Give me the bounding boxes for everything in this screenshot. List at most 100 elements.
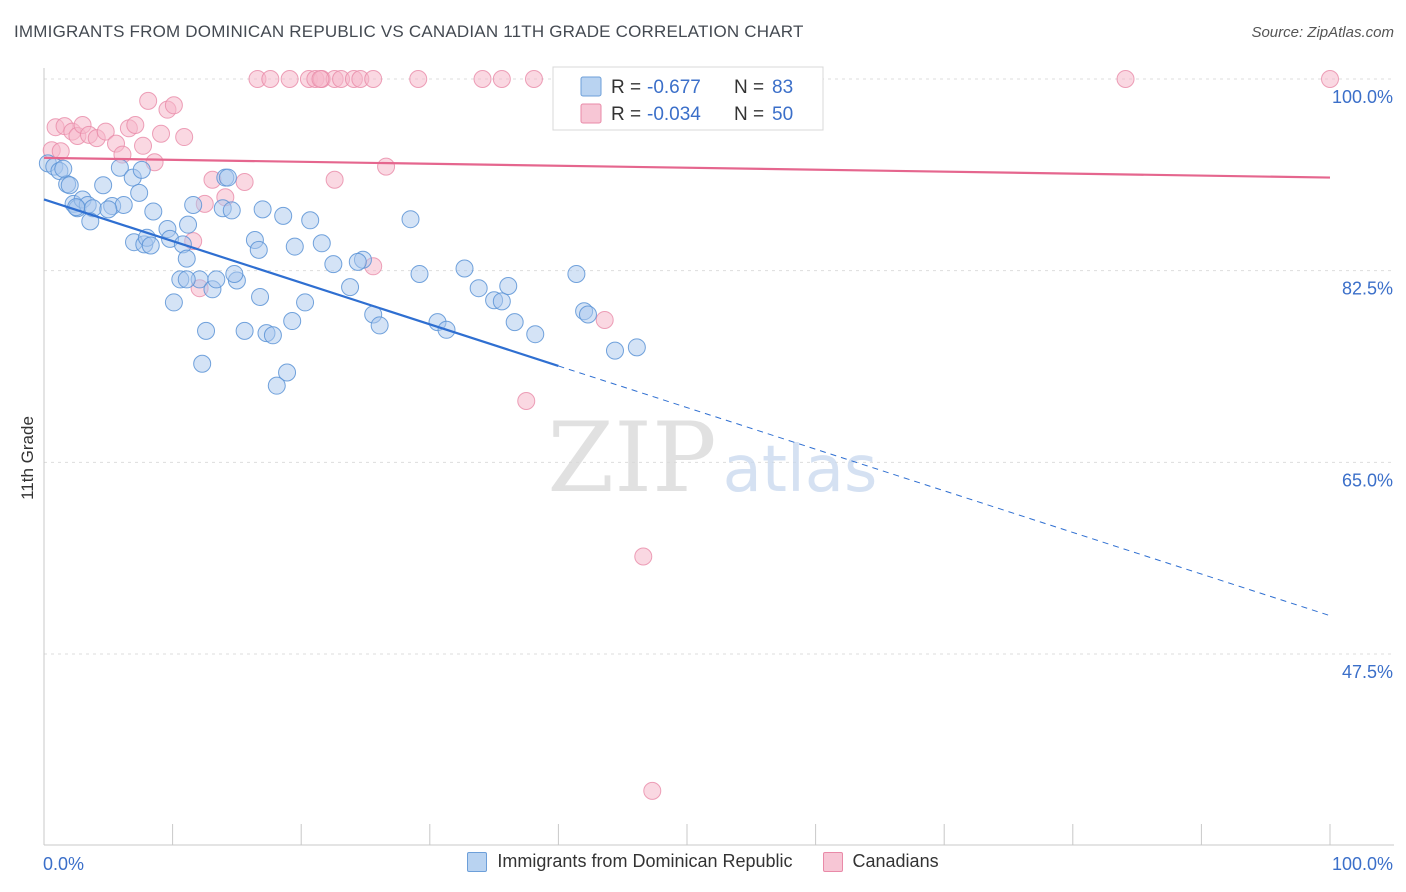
point-canadians-42 <box>473 70 492 88</box>
point-canadians-43 <box>492 70 511 88</box>
watermark: ZIP atlas <box>547 402 877 514</box>
point-dominican-31 <box>177 249 196 268</box>
point-canadians-48 <box>643 781 662 800</box>
point-dominican-81 <box>605 341 624 360</box>
stats-legend: R = -0.677 N = 83 R = -0.034 N = 50 <box>552 66 824 131</box>
trend-line-canadians <box>43 156 1331 179</box>
axes <box>43 68 1394 846</box>
stats-n-label-pink: N = <box>734 104 764 125</box>
legend-swatch-pink <box>822 851 843 872</box>
point-canadians-29 <box>280 70 299 88</box>
point-canadians-55 <box>1321 70 1339 88</box>
trend-lines <box>43 156 1331 617</box>
point-dominican-49 <box>263 326 282 345</box>
point-canadians-17 <box>152 124 171 143</box>
point-canadians-13 <box>126 116 145 134</box>
stats-n-label-blue: N = <box>734 77 764 98</box>
point-dominican-56 <box>283 312 302 331</box>
x-tick-label-0: 0.0% <box>43 854 84 874</box>
source-note: Source: ZipAtlas.com <box>1251 24 1394 41</box>
point-canadians-19 <box>164 96 183 115</box>
point-dominican-75 <box>499 277 518 295</box>
legend-item-dominican[interactable]: Immigrants from Dominican Republic <box>467 851 793 872</box>
point-dominican-82 <box>627 338 646 357</box>
point-dominican-16 <box>114 195 133 214</box>
point-canadians-37 <box>364 70 383 88</box>
tick-labels: 47.5% 65.0% 82.5% 100.0% 0.0% 100.0% <box>43 87 1393 874</box>
chart-legend: Immigrants from Dominican Republic Canad… <box>0 851 1406 872</box>
point-canadians-28 <box>261 70 280 88</box>
stats-r-value-blue: -0.677 <box>647 77 701 98</box>
point-dominican-60 <box>312 234 331 253</box>
y-tick-label-3: 100.0% <box>1332 87 1393 107</box>
point-dominican-52 <box>267 376 286 395</box>
point-canadians-54 <box>517 392 536 410</box>
y-tick-label-1: 65.0% <box>1342 470 1393 490</box>
watermark-zip: ZIP <box>547 402 716 514</box>
point-dominican-30 <box>184 195 203 214</box>
point-dominican-53 <box>193 354 212 373</box>
point-dominican-78 <box>567 264 586 283</box>
point-dominican-54 <box>253 200 272 219</box>
point-dominican-55 <box>274 206 293 225</box>
y-axis-label: 11th Grade <box>18 416 37 500</box>
point-dominican-25 <box>141 236 160 255</box>
point-dominican-44 <box>225 264 244 283</box>
stats-swatch-pink <box>580 103 602 124</box>
point-canadians-41 <box>409 70 428 88</box>
point-dominican-17 <box>99 200 118 219</box>
trend-line-dominican-extension <box>558 365 1331 617</box>
point-canadians-47 <box>634 547 653 566</box>
point-dominican-61 <box>324 255 343 274</box>
legend-label-dominican: Immigrants from Dominican Republic <box>497 851 793 871</box>
point-dominican-47 <box>251 287 270 306</box>
point-dominican-13 <box>94 176 113 195</box>
point-dominican-66 <box>370 316 389 335</box>
point-dominican-5 <box>60 176 79 195</box>
point-dominican-40 <box>218 168 237 187</box>
x-tick-label-1: 100.0% <box>1332 854 1393 874</box>
point-dominican-57 <box>296 293 315 312</box>
legend-item-canadians[interactable]: Canadians <box>822 851 939 872</box>
stats-r-value-pink: -0.034 <box>647 104 701 125</box>
point-canadians-46 <box>595 310 614 329</box>
point-canadians-20 <box>175 128 194 147</box>
point-dominican-68 <box>410 264 429 283</box>
point-canadians-15 <box>139 91 158 110</box>
point-dominican-71 <box>455 259 474 278</box>
point-dominican-50 <box>249 240 268 259</box>
point-dominican-41 <box>222 201 241 220</box>
stats-n-value-pink: 50 <box>772 104 793 125</box>
y-tick-label-0: 47.5% <box>1342 662 1393 682</box>
point-dominican-35 <box>177 270 196 289</box>
point-dominican-59 <box>301 211 320 230</box>
point-dominican-21 <box>144 202 163 221</box>
point-canadians-3 <box>51 142 70 161</box>
point-dominican-45 <box>235 321 254 340</box>
point-dominican-77 <box>526 325 545 344</box>
point-canadians-38 <box>325 170 344 189</box>
point-dominican-76 <box>505 313 524 332</box>
point-dominican-19 <box>130 183 149 202</box>
point-canadians-40 <box>377 157 396 176</box>
point-canadians-44 <box>524 70 543 88</box>
point-dominican-64 <box>348 252 367 271</box>
point-dominican-4 <box>54 159 73 178</box>
point-dominican-29 <box>179 215 198 234</box>
stats-r-label-blue: R = <box>611 77 641 98</box>
legend-label-canadians: Canadians <box>852 851 939 871</box>
point-dominican-72 <box>469 279 488 298</box>
trend-line-dominican <box>43 198 559 367</box>
grid <box>44 78 1394 655</box>
point-dominican-36 <box>197 321 216 340</box>
point-dominican-12 <box>81 212 100 231</box>
point-canadians-14 <box>134 136 153 155</box>
watermark-atlas: atlas <box>723 433 878 507</box>
point-dominican-67 <box>401 210 420 229</box>
chart-title: IMMIGRANTS FROM DOMINICAN REPUBLIC VS CA… <box>14 22 804 41</box>
point-canadians-49 <box>1116 70 1135 88</box>
y-tick-label-2: 82.5% <box>1342 279 1393 299</box>
series-dominican <box>38 154 646 395</box>
point-dominican-34 <box>164 293 183 312</box>
